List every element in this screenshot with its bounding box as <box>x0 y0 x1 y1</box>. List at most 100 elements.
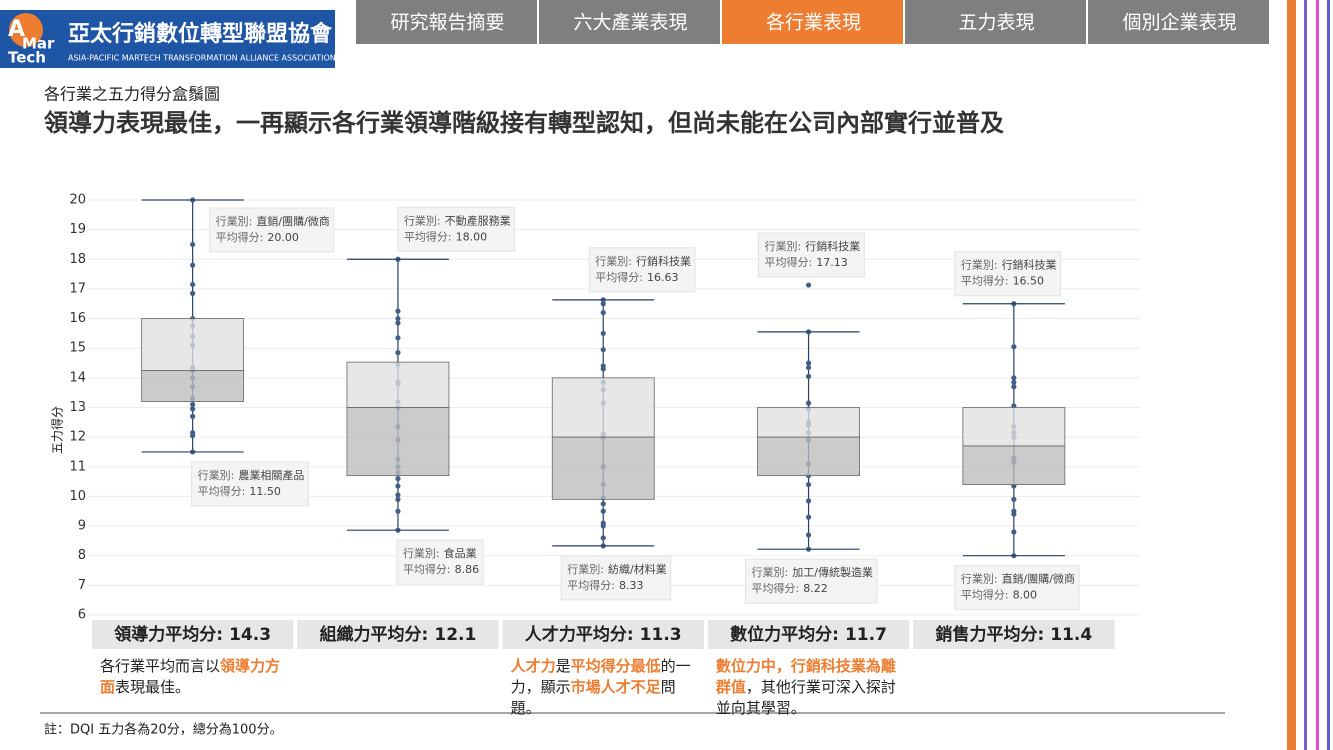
point <box>1011 379 1017 385</box>
note-highlight: 市場人才不足 <box>570 678 661 696</box>
tooltip-line: 平均得分: 17.13 <box>765 256 848 269</box>
tooltip-line: 行業別: 加工/傳統製造業 <box>752 565 873 579</box>
tooltip-line: 平均得分: 20.00 <box>216 231 299 244</box>
nav-label: 五力表現 <box>958 12 1034 34</box>
nav-label: 個別企業表現 <box>1122 12 1236 34</box>
box-upper <box>962 407 1066 447</box>
note: 人才力是平均得分最低的一力，顯示市場人才不足問題。 <box>511 656 700 719</box>
tooltip-value: 20.00 <box>267 231 299 244</box>
tooltip-bg <box>396 539 484 585</box>
point <box>805 364 812 371</box>
average-value: 12.1 <box>434 625 476 645</box>
logo-bg <box>0 10 335 68</box>
point <box>600 523 606 529</box>
y-tick-label: 11 <box>69 459 86 474</box>
tooltip-line: 行業別: 直銷/團購/微商 <box>961 572 1075 586</box>
point <box>600 501 606 507</box>
tooltip-bg <box>954 251 1062 297</box>
note: 各行業平均而言以領導力方面表現最佳。 <box>100 656 289 698</box>
logo-subtitle: ASIA-PACIFIC MARTECH TRANSFORMATION ALLI… <box>68 54 336 63</box>
point <box>805 514 812 520</box>
point <box>805 481 812 488</box>
point <box>600 330 606 336</box>
nav-label: 各行業表現 <box>766 12 861 34</box>
point <box>395 483 401 489</box>
tooltip-line: 平均得分: 8.86 <box>403 563 479 576</box>
tooltip-key: 行業別: <box>404 214 441 227</box>
point <box>190 262 196 268</box>
note-text: 各行業平均而言以 <box>100 657 221 675</box>
headline: 領導力表現最佳，一再顯示各行業領導階級接有轉型認知，但尚未能在公司內部實行並普及 <box>44 109 1004 137</box>
note-highlight: 領導力方面 <box>100 657 281 696</box>
deco-bar <box>1327 0 1330 750</box>
tooltip-key: 平均得分: <box>216 231 264 244</box>
tooltip-name: 加工/傳統製造業 <box>792 565 873 579</box>
average-bg <box>297 620 499 649</box>
point <box>190 406 196 412</box>
point <box>600 508 606 514</box>
point <box>805 498 812 504</box>
average: 領導力平均分: 14.3 <box>114 624 271 645</box>
tooltip-line: 行業別: 農業相關產品 <box>198 468 305 482</box>
subtitle: 各行業之五力得分盒鬚圖 <box>44 85 220 104</box>
tooltip-name: 直銷/團購/微商 <box>1002 572 1075 586</box>
tooltip-key: 行業別: <box>961 259 998 272</box>
average-value: 14.3 <box>229 625 271 645</box>
point <box>1011 496 1017 502</box>
point <box>190 401 196 408</box>
tooltip-line: 行業別: 行銷科技業 <box>961 258 1057 272</box>
y-tick-label: 6 <box>78 607 86 622</box>
tooltip-line: 行業別: 紡織/材料業 <box>567 562 666 576</box>
average-label: 銷售力平均分: <box>935 624 1044 645</box>
y-tick-label: 14 <box>69 370 86 385</box>
tooltip-key: 平均得分: <box>404 230 452 243</box>
point <box>190 241 196 248</box>
tooltip-key: 行業別: <box>403 547 440 560</box>
average-value: 11.7 <box>845 625 887 645</box>
box-upper <box>551 377 655 438</box>
y-axis-label: 五力得分 <box>50 406 65 454</box>
tooltip-key: 平均得分: <box>567 579 615 592</box>
point <box>190 290 196 296</box>
tooltip-key: 行業別: <box>765 240 802 253</box>
average: 數位力平均分: 11.7 <box>730 624 887 645</box>
tooltip-key: 平均得分: <box>198 485 246 498</box>
average-bg <box>92 620 294 649</box>
tooltip-value: 16.50 <box>1013 275 1045 288</box>
point <box>1011 344 1017 350</box>
note-text: 表現最佳。 <box>115 678 191 696</box>
tooltip-bg <box>745 558 878 604</box>
point <box>805 373 812 379</box>
point <box>190 433 196 439</box>
y-tick-label: 7 <box>78 578 86 593</box>
nav-tab <box>539 0 720 44</box>
point <box>395 320 401 326</box>
point <box>1011 529 1017 535</box>
note-text: ，其他行業可深入探討並向其學習。 <box>715 678 896 717</box>
y-tick-label: 16 <box>69 311 86 326</box>
tooltip-name: 直銷/團購/微商 <box>256 214 329 228</box>
tooltip-name: 農業相關產品 <box>238 468 304 482</box>
logo-circle <box>9 13 43 47</box>
tooltip-key: 行業別: <box>961 573 998 586</box>
deco-bar <box>1304 0 1307 750</box>
point <box>600 535 606 541</box>
tooltip-line: 平均得分: 11.50 <box>198 485 281 498</box>
tooltip-bg <box>560 555 672 601</box>
tooltip-line: 平均得分: 8.00 <box>961 589 1037 602</box>
note: 數位力中，行銷科技業為離群值，其他行業可深入探討並向其學習。 <box>716 656 905 719</box>
tooltip-line: 行業別: 行銷科技業 <box>595 254 691 268</box>
point <box>1011 511 1017 517</box>
note-highlight: 人才力 <box>510 657 556 675</box>
logo-title: 亞太行銷數位轉型聯盟協會 <box>68 21 333 47</box>
point <box>600 347 606 353</box>
